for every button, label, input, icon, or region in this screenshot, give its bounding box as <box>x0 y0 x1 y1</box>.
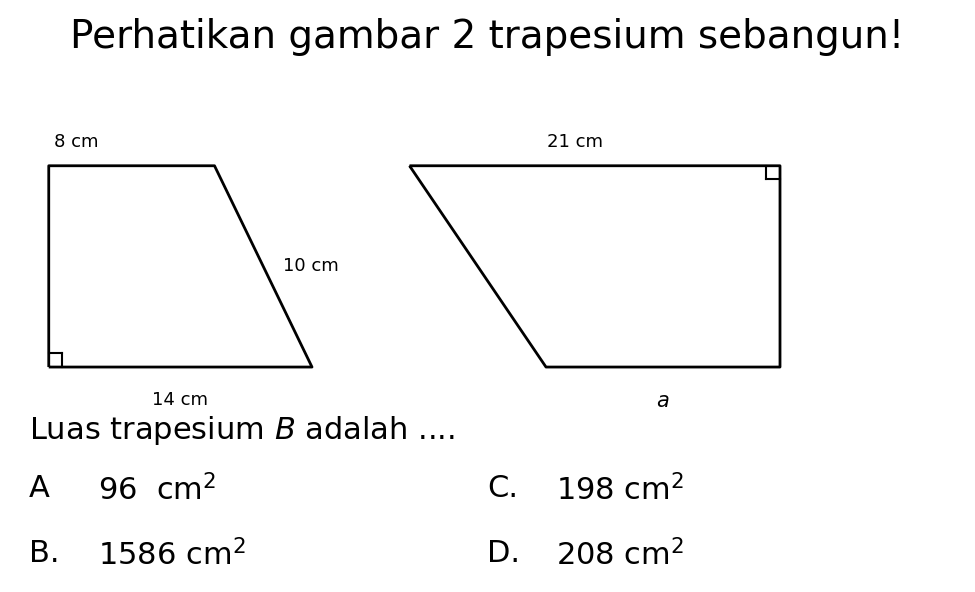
Text: 8 cm: 8 cm <box>54 133 98 151</box>
Text: $a$: $a$ <box>656 391 670 411</box>
Text: 96  cm$^2$: 96 cm$^2$ <box>98 474 216 506</box>
Text: D.: D. <box>488 539 521 568</box>
Text: A: A <box>29 474 50 503</box>
Text: C.: C. <box>488 474 519 503</box>
Text: Perhatikan gambar 2 trapesium sebangun!: Perhatikan gambar 2 trapesium sebangun! <box>70 18 905 56</box>
Text: 10 cm: 10 cm <box>283 258 338 275</box>
Text: B.: B. <box>29 539 59 568</box>
Text: 14 cm: 14 cm <box>152 391 209 408</box>
Text: 198 cm$^2$: 198 cm$^2$ <box>556 474 683 506</box>
Text: 21 cm: 21 cm <box>547 133 604 151</box>
Text: 1586 cm$^2$: 1586 cm$^2$ <box>98 539 245 571</box>
Text: Luas trapesium $B$ adalah ....: Luas trapesium $B$ adalah .... <box>29 414 455 448</box>
Text: 208 cm$^2$: 208 cm$^2$ <box>556 539 683 571</box>
